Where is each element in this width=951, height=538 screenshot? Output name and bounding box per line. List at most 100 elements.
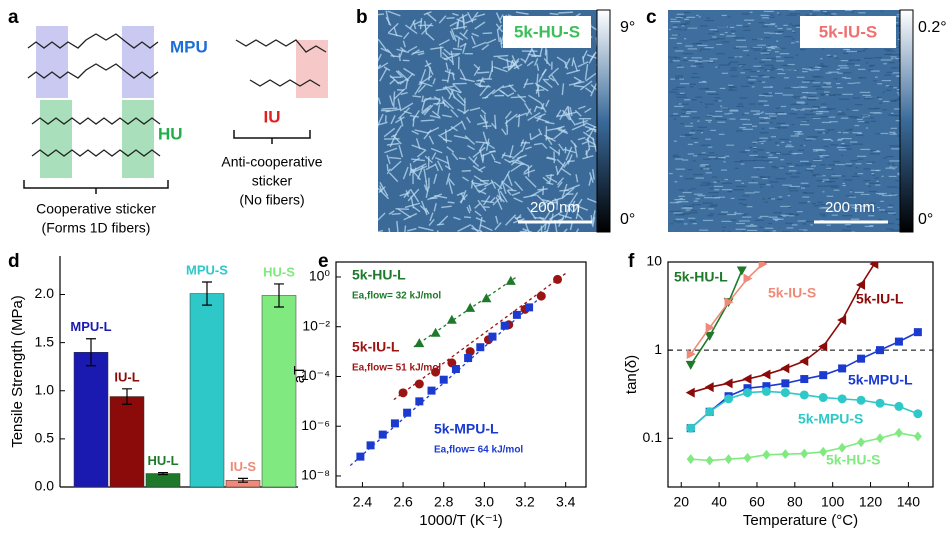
- bar-label: HU-S: [263, 264, 295, 279]
- marker: [876, 346, 884, 354]
- marker: [894, 402, 903, 411]
- x-tick-label: 60: [749, 494, 765, 510]
- marker: [501, 322, 509, 330]
- fiber: [370, 231, 383, 235]
- marker: [799, 356, 808, 366]
- x-axis-title: 1000/T (K⁻¹): [419, 512, 503, 529]
- fiber: [396, 209, 409, 210]
- fiber: [421, 120, 435, 121]
- caption: Anti-cooperative: [221, 154, 322, 170]
- series-label: 5k-HU-L: [674, 269, 728, 285]
- fiber: [530, 133, 531, 140]
- marker: [724, 394, 733, 403]
- x-tick-label: 2.8: [434, 494, 454, 510]
- x-tick-label: 3.0: [475, 494, 495, 510]
- annotation: Ea,flow= 51 kJ/mol: [352, 363, 441, 374]
- marker: [687, 454, 695, 464]
- y-tick-label: 1.5: [35, 333, 55, 349]
- sample-label: 5k-IU-S: [819, 22, 878, 41]
- marker: [838, 394, 847, 403]
- fiber: [546, 175, 554, 176]
- fiber: [446, 18, 454, 19]
- marker: [876, 433, 884, 443]
- marker: [762, 387, 771, 396]
- iu-label: IU: [264, 107, 281, 126]
- fiber: [387, 164, 388, 171]
- marker: [525, 303, 533, 311]
- fiber: [543, 186, 544, 195]
- fiber: [449, 54, 460, 55]
- marker: [414, 338, 424, 347]
- fiber: [520, 231, 527, 232]
- marker: [895, 428, 903, 438]
- marker: [895, 338, 903, 346]
- series-label: 5k-IU-L: [856, 291, 904, 307]
- x-axis-title: Temperature (°C): [743, 512, 858, 529]
- bar-label: IU-S: [230, 459, 256, 474]
- mpu-shade: [36, 26, 68, 98]
- bar: [74, 352, 108, 487]
- fiber: [382, 108, 398, 109]
- caption: (Forms 1D fibers): [42, 220, 151, 236]
- marker: [857, 396, 866, 405]
- sample-label: 5k-HU-S: [514, 22, 580, 41]
- colorbar-max: 9°: [620, 19, 635, 36]
- bar: [262, 295, 296, 487]
- colorbar-min: 0°: [918, 211, 933, 228]
- fiber: [392, 214, 401, 215]
- marker: [725, 454, 733, 464]
- marker: [856, 280, 865, 290]
- marker: [686, 388, 695, 398]
- marker: [913, 409, 922, 418]
- mpu-shade: [122, 26, 154, 98]
- hu-shade: [122, 100, 154, 178]
- marker: [819, 371, 827, 379]
- marker: [869, 259, 878, 269]
- fiber: [545, 47, 546, 56]
- fiber: [394, 91, 395, 107]
- x-tick-label: 20: [673, 494, 689, 510]
- marker: [356, 453, 364, 461]
- series-label: 5k-HU-L: [352, 267, 406, 283]
- fiber: [558, 12, 573, 13]
- panel-c: 0.2° 0° 5k-IU-S 200 nm: [668, 10, 947, 232]
- x-tick-label: 2.4: [353, 494, 373, 510]
- x-tick-label: 3.2: [515, 494, 535, 510]
- mpu-label: MPU: [170, 37, 208, 56]
- marker: [367, 441, 375, 449]
- x-tick-label: 120: [859, 494, 883, 510]
- marker: [914, 431, 922, 441]
- marker: [800, 449, 808, 459]
- fiber: [464, 217, 471, 218]
- marker: [415, 397, 423, 405]
- bar: [146, 474, 180, 487]
- panel-label: a: [8, 7, 19, 28]
- marker: [452, 365, 460, 373]
- caption: sticker: [252, 173, 293, 189]
- y-axis-title: aT: [291, 366, 308, 384]
- marker: [857, 355, 865, 363]
- marker: [759, 259, 768, 269]
- series-label: 5k-MPU-S: [798, 411, 863, 427]
- fiber: [376, 14, 384, 15]
- x-tick-label: 80: [787, 494, 803, 510]
- fiber: [372, 126, 378, 132]
- fiber: [442, 80, 448, 81]
- marker: [743, 374, 752, 384]
- marker: [724, 378, 733, 388]
- scale-bar-label: 200 nm: [825, 199, 875, 216]
- marker: [914, 328, 922, 336]
- colorbar: [597, 10, 610, 232]
- marker: [506, 276, 516, 285]
- x-tick-label: 40: [711, 494, 727, 510]
- marker: [744, 453, 752, 463]
- marker: [705, 382, 714, 392]
- y-tick-label: 1: [654, 341, 662, 357]
- marker: [800, 390, 809, 399]
- marker: [428, 387, 436, 395]
- marker: [761, 369, 770, 379]
- y-tick-label: 10: [646, 253, 662, 269]
- marker: [706, 455, 714, 465]
- annotation: Ea,flow= 64 kJ/mol: [434, 445, 523, 456]
- marker: [876, 399, 885, 408]
